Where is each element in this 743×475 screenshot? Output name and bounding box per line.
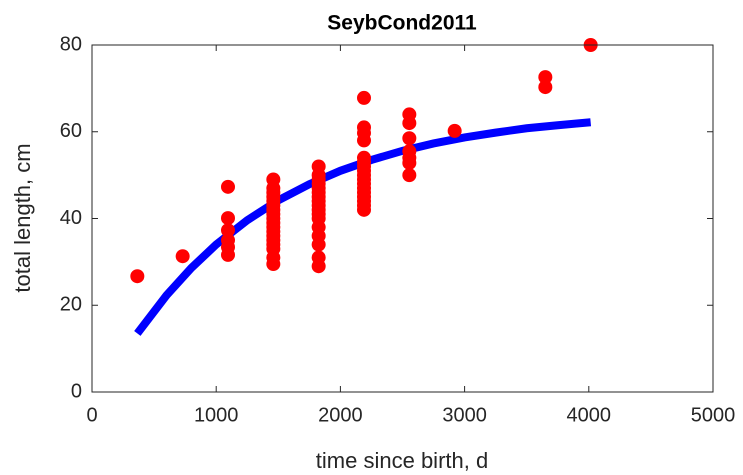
y-tick-label: 60 — [60, 120, 82, 142]
axes-box — [91, 44, 714, 393]
point — [266, 257, 281, 272]
point — [130, 269, 145, 284]
plot-area — [92, 45, 713, 392]
point — [220, 247, 235, 262]
point — [220, 223, 235, 238]
chart-title: SeybCond2011 — [327, 12, 477, 35]
point — [356, 133, 371, 148]
y-tick-label: 0 — [71, 380, 82, 402]
point — [402, 116, 417, 131]
x-axis-label: time since birth, d — [316, 448, 488, 473]
x-tick-label: 0 — [86, 404, 97, 426]
point — [402, 131, 417, 146]
point — [538, 80, 553, 95]
x-tick-label: 4000 — [567, 404, 612, 426]
x-tick-label: 1000 — [194, 404, 239, 426]
y-tick-label: 80 — [60, 33, 82, 55]
point — [220, 179, 235, 194]
point — [447, 123, 462, 138]
x-tick-label: 2000 — [318, 404, 363, 426]
point — [402, 155, 417, 170]
x-tick-label: 5000 — [691, 404, 736, 426]
point — [311, 259, 326, 274]
y-tick-label: 20 — [60, 294, 82, 316]
y-axis-label: total length, cm — [10, 143, 35, 292]
point — [220, 211, 235, 226]
point — [175, 249, 190, 264]
fit-line — [134, 118, 592, 336]
point — [538, 70, 553, 85]
point — [311, 237, 326, 252]
point — [356, 90, 371, 105]
point — [356, 202, 371, 217]
x-tick-label: 3000 — [442, 404, 487, 426]
point — [402, 168, 417, 183]
y-tick-label: 40 — [60, 207, 82, 229]
